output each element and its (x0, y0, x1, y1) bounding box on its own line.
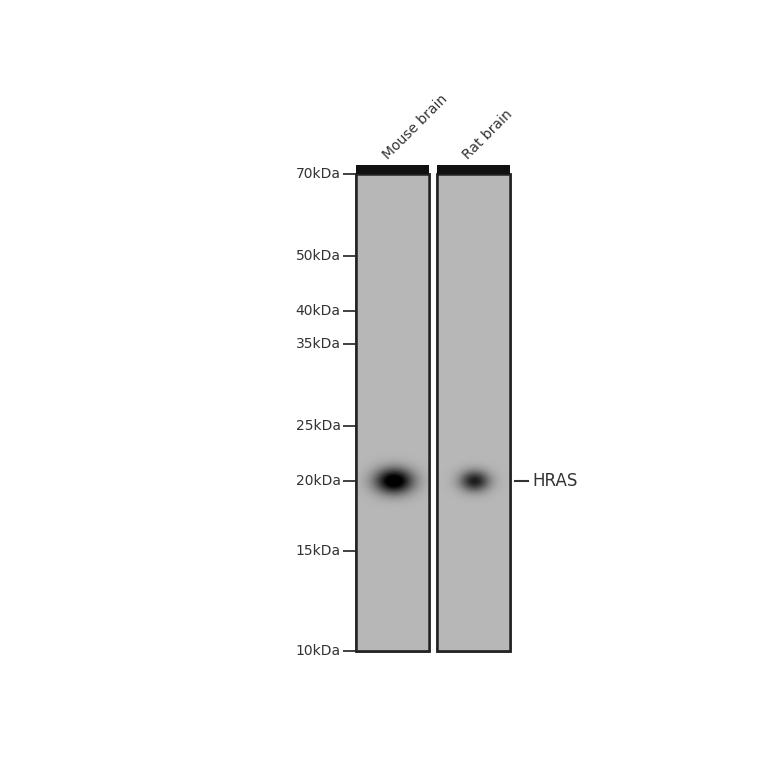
Text: 25kDa: 25kDa (296, 419, 341, 433)
Text: 10kDa: 10kDa (296, 643, 341, 658)
Text: 20kDa: 20kDa (296, 474, 341, 487)
Bar (356, 164, 429, 174)
Bar (356, 174, 429, 650)
Text: 70kDa: 70kDa (296, 167, 341, 181)
Bar (436, 164, 510, 174)
Bar (356, 164, 429, 174)
Bar (436, 174, 510, 650)
Text: 35kDa: 35kDa (296, 337, 341, 351)
Bar (356, 174, 429, 650)
Text: Rat brain: Rat brain (461, 107, 516, 162)
Text: Mouse brain: Mouse brain (380, 92, 450, 162)
Text: 40kDa: 40kDa (296, 304, 341, 318)
Text: HRAS: HRAS (533, 472, 578, 490)
Bar (436, 174, 510, 650)
Text: 50kDa: 50kDa (296, 249, 341, 264)
Bar (436, 164, 510, 174)
Text: 15kDa: 15kDa (296, 544, 341, 558)
